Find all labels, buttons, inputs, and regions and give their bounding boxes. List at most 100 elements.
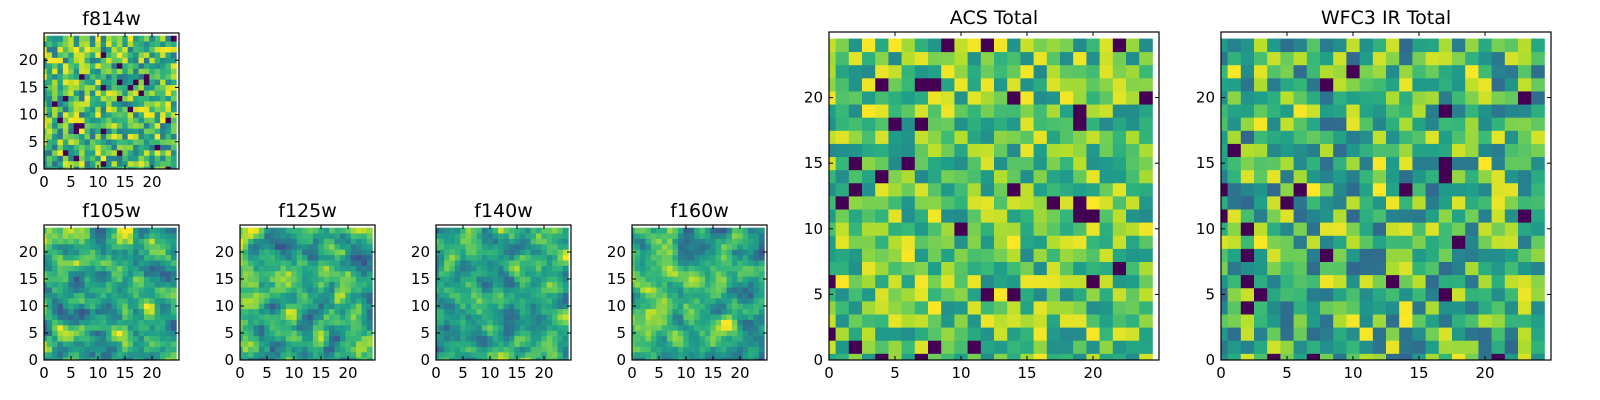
heatmap-cell (667, 324, 673, 331)
heatmap-cell (454, 314, 461, 320)
heatmap-cell (366, 314, 373, 320)
heatmap-cell (149, 35, 156, 42)
heatmap-cell (862, 353, 876, 361)
heatmap-cell (715, 297, 722, 304)
heatmap-cell (753, 303, 760, 310)
heatmap-cell (106, 166, 112, 170)
heatmap-cell (1073, 235, 1087, 249)
heatmap-cell (68, 319, 75, 326)
heatmap-cell (170, 62, 177, 69)
heatmap-cell (1372, 274, 1387, 289)
heatmap-cell (552, 324, 558, 331)
heatmap-cell (106, 243, 112, 250)
heatmap-cell (1126, 51, 1140, 66)
heatmap-cell (519, 233, 526, 239)
heatmap-cell (111, 292, 118, 299)
heatmap-cell (165, 139, 172, 145)
heatmap-cell (1491, 300, 1506, 315)
heatmap-cell (835, 340, 850, 354)
heatmap-cell (46, 314, 53, 320)
heatmap-cell (1465, 91, 1479, 105)
heatmap-cell (914, 117, 929, 131)
heatmap-cell (111, 155, 118, 162)
heatmap-cell (688, 335, 695, 342)
x-tick-label: 20 (142, 173, 161, 191)
heatmap-cell (1372, 38, 1387, 53)
heatmap-cell (361, 297, 368, 304)
heatmap-cell (667, 265, 673, 272)
heatmap-cell (291, 351, 298, 358)
heatmap-cell (748, 324, 754, 331)
y-tick-label: 0 (28, 160, 38, 178)
heatmap-cell (1254, 196, 1268, 210)
heatmap-cell (476, 260, 483, 266)
heatmap-cell (242, 324, 249, 331)
heatmap-cell (323, 281, 330, 288)
heatmap-cell (89, 233, 96, 239)
heatmap-cell (677, 233, 684, 239)
heatmap-cell (1372, 104, 1387, 118)
heatmap-cell (1399, 235, 1413, 249)
heatmap-cell (672, 249, 679, 256)
heatmap-cell (133, 254, 139, 261)
heatmap-cell (677, 308, 684, 315)
heatmap-cell (737, 276, 744, 283)
heatmap-cell (106, 144, 112, 151)
heatmap-cell (835, 182, 850, 197)
y-tick-label: 10 (607, 297, 626, 315)
heatmap-cell (465, 265, 472, 272)
heatmap-cell (285, 276, 292, 283)
heatmap-cell (79, 357, 85, 361)
heatmap-cell (1007, 64, 1021, 79)
heatmap-cell (1060, 143, 1074, 158)
heatmap-cell (264, 249, 271, 256)
heatmap-cell (980, 117, 995, 131)
heatmap-cell (562, 319, 569, 326)
heatmap-cell (68, 238, 75, 245)
heatmap-cell (1518, 274, 1532, 289)
heatmap-cell (1412, 38, 1426, 53)
heatmap-cell (492, 281, 499, 288)
heatmap-cell (1007, 156, 1021, 171)
heatmap-cell (1518, 235, 1532, 249)
heatmap-cell (149, 254, 156, 261)
heatmap-cell (514, 270, 521, 277)
heatmap-cell (248, 330, 254, 337)
heatmap-cell (1046, 235, 1061, 249)
heatmap-cell (329, 319, 335, 326)
heatmap-cell (1033, 287, 1048, 302)
heatmap-cell (138, 73, 145, 80)
heatmap-cell (980, 353, 995, 361)
heatmap-cell (498, 254, 504, 261)
heatmap-cell (481, 303, 488, 310)
heatmap-cell (1060, 340, 1074, 354)
heatmap-cell (84, 144, 91, 151)
heatmap-cell (465, 319, 472, 326)
heatmap-cell (116, 117, 123, 124)
heatmap-cell (835, 91, 850, 105)
heatmap-cell (122, 84, 129, 91)
heatmap-cell (1518, 91, 1532, 105)
heatmap-cell (444, 281, 450, 288)
heatmap-cell (632, 351, 636, 358)
heatmap-cell (248, 254, 254, 261)
heatmap-cell (460, 287, 467, 293)
heatmap-cell (541, 324, 548, 331)
heatmap-cell (291, 346, 298, 353)
heatmap-cell (875, 182, 889, 197)
heatmap-cell (758, 335, 765, 342)
heatmap-cell (258, 303, 265, 310)
heatmap-cell (138, 297, 145, 304)
heatmap-cell (632, 233, 636, 239)
heatmap-cell (253, 265, 260, 272)
heatmap-cell (557, 265, 564, 272)
heatmap-cell (699, 346, 706, 353)
heatmap-cell (84, 155, 91, 162)
heatmap-cell (258, 308, 265, 315)
heatmap-cell (1046, 353, 1061, 361)
heatmap-cell (73, 330, 80, 337)
heatmap-cell (1033, 222, 1048, 236)
heatmap-cell (449, 297, 456, 304)
heatmap-cell (438, 357, 445, 361)
heatmap-cell (100, 341, 107, 347)
